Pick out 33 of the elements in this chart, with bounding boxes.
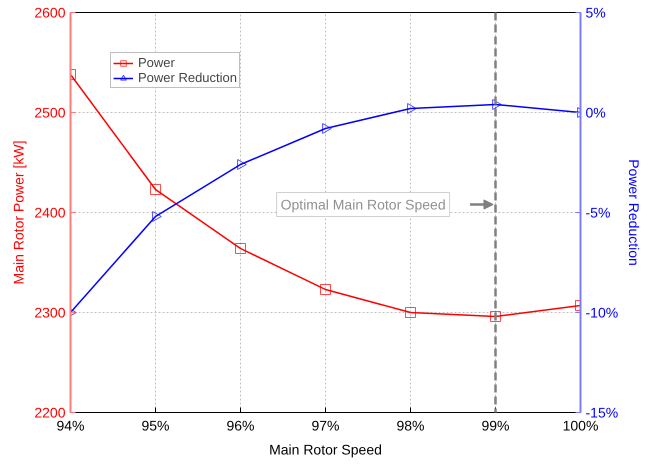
legend-label: Power Reduction (138, 70, 237, 85)
point (237, 159, 247, 170)
point (405, 307, 416, 318)
point (407, 103, 417, 114)
x-tick-label: 97% (311, 418, 340, 434)
point (490, 311, 501, 322)
y-tick-label: 2400 (34, 204, 66, 220)
point (150, 184, 161, 195)
x-tick-label: 96% (226, 418, 255, 434)
point (152, 211, 162, 222)
y2-tick-label: 5% (586, 4, 606, 20)
x-tick-label: 98% (396, 418, 425, 434)
y2-tick-label: -15% (586, 404, 618, 420)
y2-tick-label: 0% (586, 104, 606, 120)
x-tick-label: 95% (141, 418, 170, 434)
y-tick-label: 2200 (34, 404, 66, 420)
x-tick-label: 99% (481, 418, 510, 434)
x-tick-label: 94% (56, 418, 85, 434)
y-axis-title: Main Rotor Power [kW] (10, 140, 26, 284)
annotation: Optimal Main Rotor Speed (280, 196, 446, 212)
y2-axis-title: Power Reduction (626, 159, 642, 266)
point (322, 123, 332, 134)
y2-tick-label: -5% (586, 204, 610, 220)
y-tick-label: 2600 (34, 4, 66, 20)
x-axis-title: Main Rotor Speed (269, 442, 382, 458)
legend-label: Power (138, 55, 175, 70)
point (320, 284, 331, 295)
y2-tick-label: -10% (586, 304, 618, 320)
y-tick-label: 2300 (34, 304, 66, 320)
point (235, 243, 246, 254)
x-tick-label: 100% (562, 418, 598, 434)
point (492, 99, 502, 110)
y-tick-label: 2500 (34, 104, 66, 120)
